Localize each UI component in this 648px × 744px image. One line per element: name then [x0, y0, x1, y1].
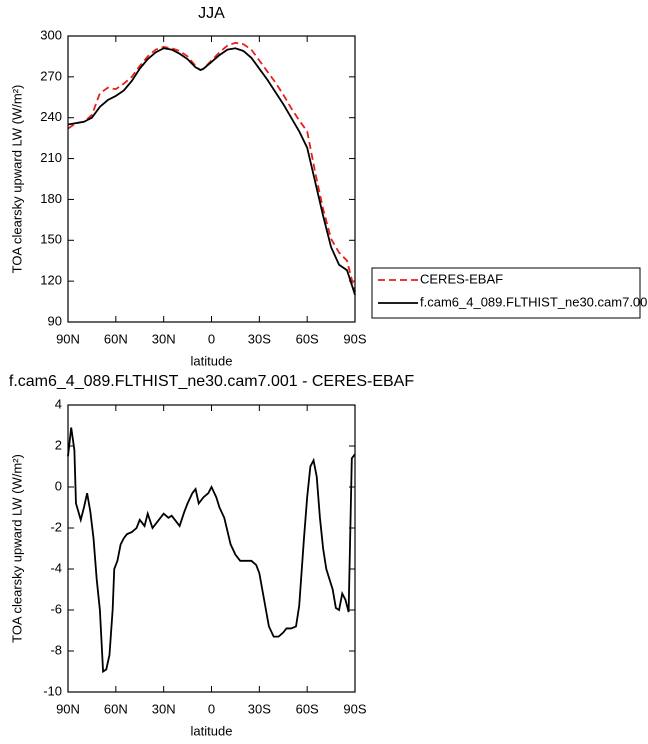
y-tick-label: 300 — [40, 27, 62, 42]
y-tick-label: -8 — [50, 642, 62, 657]
legend-label: CERES-EBAF — [420, 271, 503, 286]
chart-title: f.cam6_4_089.FLTHIST_ne30.cam7.001 - CER… — [9, 373, 414, 390]
y-tick-label: 210 — [40, 150, 62, 165]
y-tick-label: 90 — [48, 313, 62, 328]
x-tick-label: 60N — [104, 331, 128, 346]
x-tick-label: 0 — [208, 331, 215, 346]
y-tick-label: -6 — [50, 601, 62, 616]
x-tick-label: 60N — [104, 701, 128, 716]
y-tick-label: 0 — [55, 478, 62, 493]
x-tick-label: 30S — [248, 701, 271, 716]
legend-box — [371, 267, 641, 319]
data-line — [67, 47, 356, 296]
y-tick-label: 180 — [40, 191, 62, 206]
data-line — [67, 427, 356, 674]
x-tick-label: 30S — [248, 331, 271, 346]
x-tick-label: 90S — [343, 331, 366, 346]
legend-label: f.cam6_4_089.FLTHIST_ne30.cam7.001 — [420, 294, 648, 309]
x-tick-label: 30N — [152, 701, 176, 716]
y-tick-label: 240 — [40, 109, 62, 124]
plot-frame — [67, 35, 356, 323]
plot-frame — [67, 404, 356, 693]
x-tick-label: 60S — [296, 331, 319, 346]
y-tick-label: -4 — [50, 560, 62, 575]
y-tick-label: -2 — [50, 519, 62, 534]
y-tick-label: 2 — [55, 437, 62, 452]
x-tick-label: 90N — [56, 331, 80, 346]
x-tick-label: 60S — [296, 701, 319, 716]
y-tick-label: 120 — [40, 273, 62, 288]
x-tick-label: 0 — [208, 701, 215, 716]
x-tick-label: 90S — [343, 701, 366, 716]
y-axis-label: TOA clearsky upward LW (W/m²) — [9, 85, 24, 274]
y-tick-label: 150 — [40, 232, 62, 247]
chart-title: JJA — [198, 5, 225, 22]
x-axis-label: latitude — [191, 353, 233, 368]
x-tick-label: 30N — [152, 331, 176, 346]
x-axis-label: latitude — [191, 723, 233, 738]
y-tick-label: -10 — [43, 683, 62, 698]
y-axis-label: TOA clearsky upward LW (W/m²) — [9, 454, 24, 643]
x-tick-label: 90N — [56, 701, 80, 716]
y-tick-label: 270 — [40, 68, 62, 83]
y-tick-label: 4 — [55, 396, 62, 411]
